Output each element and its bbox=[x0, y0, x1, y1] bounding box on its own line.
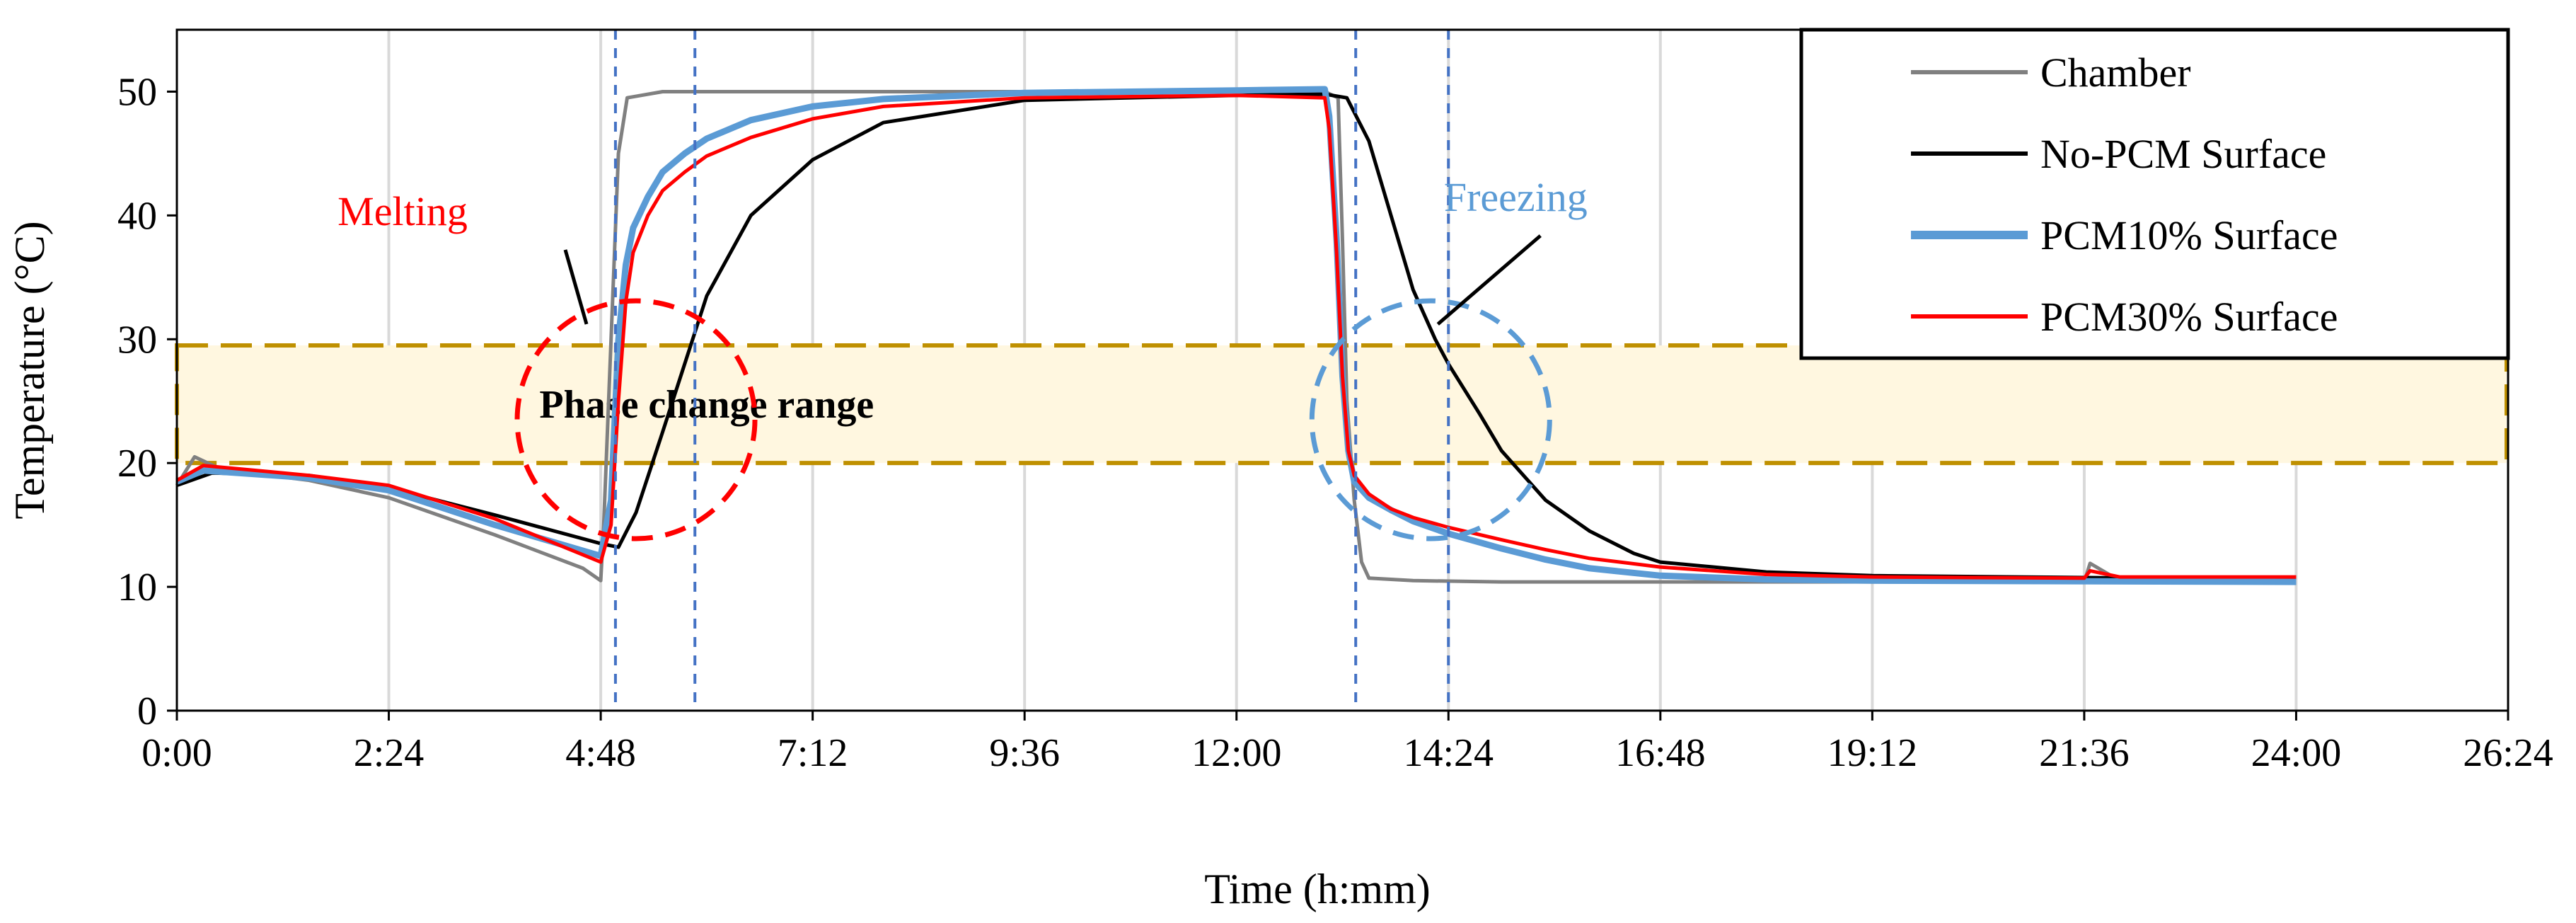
annotation-label: Freezing bbox=[1444, 174, 1588, 220]
series-lines bbox=[175, 86, 2297, 585]
annotation-circle bbox=[514, 298, 758, 541]
x-tick-label: 9:36 bbox=[989, 731, 1060, 775]
x-tick-label: 0:00 bbox=[141, 731, 212, 775]
x-tick-label: 21:36 bbox=[2039, 731, 2130, 775]
annotation-leader bbox=[563, 249, 589, 325]
axis-ticks: 0:00 2:24 4:48 7:12 9:36 12:00 14:24 16:48 19:12… bbox=[117, 70, 2553, 775]
annotations: Melting Freezing bbox=[337, 174, 1588, 541]
y-tick-label: 10 bbox=[117, 566, 157, 609]
legend-box bbox=[1799, 28, 2510, 360]
x-tick-label: 26:24 bbox=[2463, 731, 2553, 775]
plot-frame bbox=[175, 28, 2509, 712]
x-tick-label: 14:24 bbox=[1403, 731, 1494, 775]
y-tick-label: 40 bbox=[117, 194, 157, 238]
series-line-pcm30-surface bbox=[175, 93, 2297, 580]
legend-label: PCM30% Surface bbox=[2040, 294, 2338, 340]
x-tick-label: 12:00 bbox=[1191, 731, 1282, 775]
phase-change-label: Phase change range bbox=[539, 383, 874, 427]
series-line-pcm10-surface bbox=[175, 86, 2297, 585]
y-tick-label: 20 bbox=[117, 442, 157, 486]
legend-label: PCM10% Surface bbox=[2040, 212, 2338, 258]
legend-label: No-PCM Surface bbox=[2040, 131, 2326, 177]
y-tick-label: 50 bbox=[117, 70, 157, 114]
annotation-label: Melting bbox=[337, 188, 468, 234]
x-tick-label: 16:48 bbox=[1615, 731, 1706, 775]
annotation-leader bbox=[1436, 234, 1542, 326]
x-tick-label: 7:12 bbox=[778, 731, 848, 775]
y-axis-title: Temperature (°C) bbox=[6, 221, 53, 519]
x-tick-label: 24:00 bbox=[2251, 731, 2342, 775]
x-tick-label: 19:12 bbox=[1827, 731, 1918, 775]
reference-lines bbox=[613, 30, 1450, 711]
y-tick-label: 30 bbox=[117, 318, 157, 362]
legend-label: Chamber bbox=[2040, 50, 2191, 96]
x-tick-label: 2:24 bbox=[354, 731, 424, 775]
legend: Chamber No-PCM Surface PCM10% Surface PCM30… bbox=[1799, 28, 2510, 360]
annotation-circle bbox=[1309, 298, 1552, 541]
x-tick-label: 4:48 bbox=[565, 731, 636, 775]
x-axis-title: Time (h:mm) bbox=[1204, 866, 1430, 912]
y-tick-label: 0 bbox=[137, 689, 157, 733]
